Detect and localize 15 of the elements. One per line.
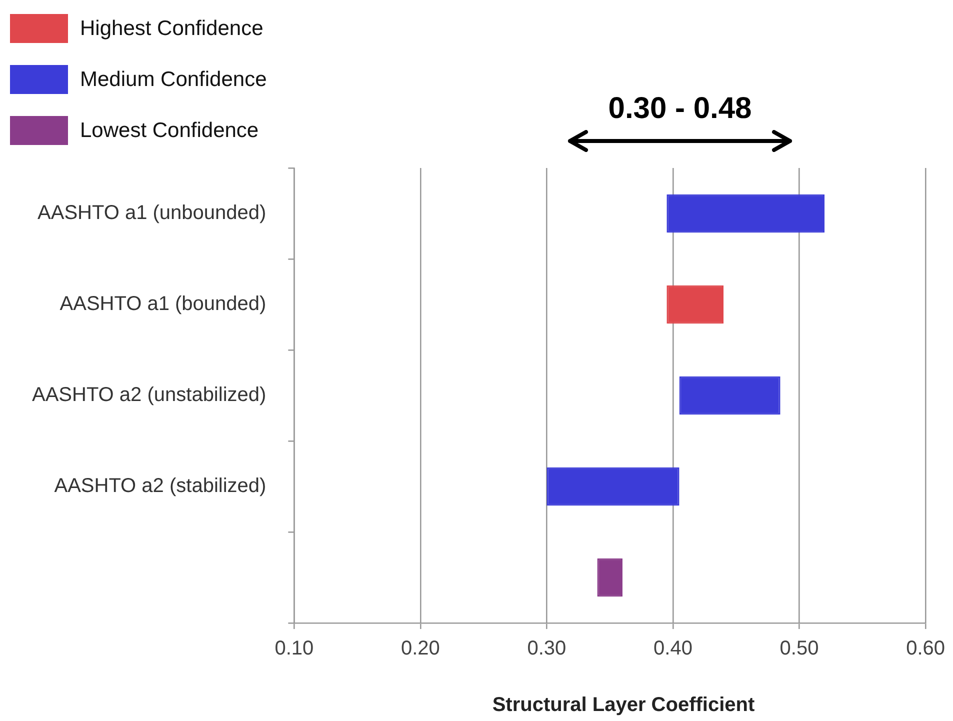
x-tick-label: 0.40 xyxy=(654,638,692,660)
legend-label: Highest Confidence xyxy=(80,16,264,40)
x-tick-label: 0.30 xyxy=(527,638,566,660)
x-tick-label: 0.60 xyxy=(906,638,946,660)
x-tick-label: 0.20 xyxy=(400,638,440,660)
text: 0.30 - 0.48 xyxy=(607,92,753,126)
y-tick-label: AASHTO a1 (unbounded) xyxy=(38,202,266,224)
x-tick-label: 0.10 xyxy=(274,638,314,660)
x-tick-label: 0.50 xyxy=(780,638,819,660)
y-tick-label: AASHTO a2 (unstabilized) xyxy=(32,384,266,406)
y-tick-label: AASHTO a2 (stabilized) xyxy=(54,475,266,498)
legend-label: Medium Confidence xyxy=(80,68,267,92)
x-axis-title: Structural Layer Coefficient xyxy=(491,694,756,717)
legend-label: Lowest Confidence xyxy=(80,118,259,142)
y-tick-label: AASHTO a1 (bounded) xyxy=(60,293,266,316)
